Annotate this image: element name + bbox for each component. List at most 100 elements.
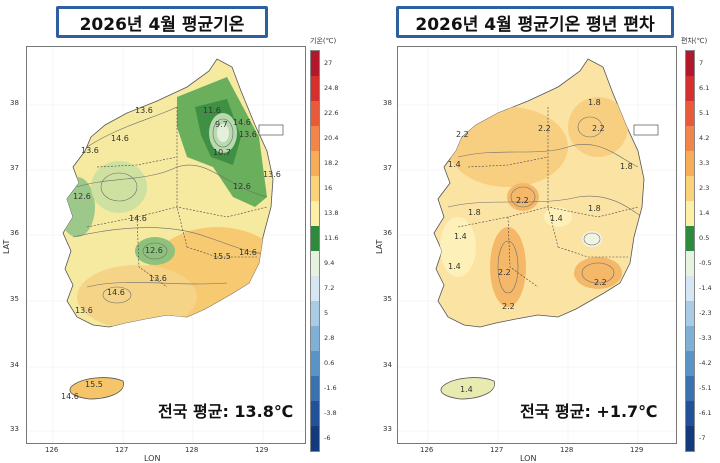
legend-label: 0.5 (699, 233, 710, 242)
right-y-tick: 33 (383, 425, 392, 433)
legend-color-step (686, 276, 694, 301)
right-contour-label: 1.8 (620, 162, 633, 171)
left-contour-label: 13.6 (239, 130, 257, 139)
legend-label: 7 (699, 58, 704, 67)
legend-label: 24.8 (324, 83, 339, 92)
right-contour-label: 1.8 (588, 204, 601, 213)
left-contour-label: 14.6 (233, 118, 251, 127)
legend-color-step (311, 426, 319, 451)
legend-label: 5.1 (699, 108, 710, 117)
right-contour-label: 2.2 (594, 278, 607, 287)
right-contour-label: 1.4 (448, 160, 461, 169)
right-anomaly-fill (440, 97, 628, 307)
legend-label: 27 (324, 58, 333, 67)
left-inset-box (258, 124, 284, 136)
legend-color-step (311, 301, 319, 326)
legend-color-step (311, 51, 319, 76)
left-contour-label: 14.6 (61, 392, 79, 401)
legend-color-step (686, 226, 694, 251)
legend-color-step (686, 176, 694, 201)
legend-color-step (311, 176, 319, 201)
legend-label: 16 (324, 183, 333, 192)
right-map-frame: 1.8 2.2 2.2 2.2 1.4 1.8 2.2 1.8 1.4 1.8 … (397, 46, 677, 444)
left-contour-label: 13.6 (263, 170, 281, 179)
right-contours (447, 116, 643, 294)
left-contour-label: 15.5 (213, 252, 231, 261)
right-contour-label: 1.4 (454, 232, 467, 241)
left-contour-label: 10.7 (213, 148, 231, 157)
legend-label: -7 (699, 433, 706, 442)
right-legend-title: 편차(℃) (681, 37, 708, 45)
legend-color-step (311, 126, 319, 151)
left-y-axis-title: LAT (2, 239, 11, 254)
legend-color-step (311, 251, 319, 276)
right-legend-bar (685, 50, 695, 452)
right-x-tick: 127 (490, 446, 504, 454)
left-map-frame: 13.6 14.6 13.6 11.6 9.7 14.6 10.7 13.6 1… (26, 46, 306, 444)
left-y-tick: 33 (10, 425, 19, 433)
left-y-tick: 38 (10, 99, 19, 107)
legend-color-step (686, 76, 694, 101)
right-contour-label: 1.8 (588, 98, 601, 107)
legend-label: -4.2 (699, 358, 712, 367)
left-x-tick: 126 (45, 446, 59, 454)
left-map: 13.6 14.6 13.6 11.6 9.7 14.6 10.7 13.6 1… (27, 47, 305, 443)
right-y-tick: 38 (383, 99, 392, 107)
legend-label: -2.3 (699, 308, 712, 317)
legend-color-step (311, 326, 319, 351)
right-contour-label: 2.2 (516, 196, 529, 205)
right-contour-label: 2.2 (592, 124, 605, 133)
right-map: 1.8 2.2 2.2 2.2 1.4 1.8 2.2 1.8 1.4 1.8 … (398, 47, 676, 443)
right-contour-label: 1.4 (460, 385, 473, 394)
legend-label: 2.8 (324, 333, 335, 342)
legend-color-step (311, 401, 319, 426)
right-contour-label: 2.2 (502, 302, 515, 311)
left-title: 2026년 4월 평균기온 (56, 6, 268, 38)
right-y-axis-title: LAT (375, 239, 384, 254)
right-legend: 편차(℃) 7 6.1 5.1 4.2 3.3 2.3 1.4 0.5 -0.5 -1.4 -2.3… (679, 36, 719, 456)
left-contour-label: 13.6 (81, 146, 99, 155)
left-y-tick: 34 (10, 361, 19, 369)
left-y-tick: 36 (10, 229, 19, 237)
legend-color-step (686, 151, 694, 176)
right-inset-box (633, 124, 659, 136)
left-contour-labels: 13.6 14.6 13.6 11.6 9.7 14.6 10.7 13.6 1… (61, 106, 281, 401)
left-legend: 기온(℃) 27 24.8 22.6 20.4 18.2 16 13.8 11.6 9.4 7.2… (306, 36, 356, 456)
legend-label: 7.2 (324, 283, 335, 292)
legend-label: 22.6 (324, 108, 339, 117)
legend-color-step (686, 426, 694, 451)
left-legend-title: 기온(℃) (310, 37, 337, 45)
legend-label: 1.4 (699, 208, 710, 217)
left-contour-label: 11.6 (203, 106, 221, 115)
legend-color-step (686, 301, 694, 326)
legend-label: 6.1 (699, 83, 710, 92)
right-y-tick: 34 (383, 361, 392, 369)
left-contour-label: 13.6 (135, 106, 153, 115)
left-contour-label: 12.6 (73, 192, 91, 201)
legend-color-step (311, 276, 319, 301)
legend-color-step (686, 126, 694, 151)
legend-color-step (686, 51, 694, 76)
left-jeju (69, 377, 124, 400)
legend-label: -1.4 (699, 283, 712, 292)
right-borders (457, 107, 639, 288)
legend-color-step (686, 351, 694, 376)
left-x-tick: 127 (115, 446, 129, 454)
right-jeju (440, 377, 495, 400)
legend-label: 0.6 (324, 358, 335, 367)
right-y-tick: 36 (383, 229, 392, 237)
legend-label: -3.8 (324, 408, 337, 417)
left-contour-label: 12.6 (145, 246, 163, 255)
legend-label: -5.1 (699, 383, 712, 392)
right-x-tick: 126 (420, 446, 434, 454)
right-x-axis-title: LON (520, 454, 537, 463)
left-contour-label: 14.6 (111, 134, 129, 143)
legend-color-step (686, 201, 694, 226)
left-y-tick: 37 (10, 164, 19, 172)
left-x-tick: 129 (255, 446, 269, 454)
left-borders (86, 107, 268, 288)
legend-label: 18.2 (324, 158, 339, 167)
right-x-tick: 128 (560, 446, 574, 454)
legend-label: 11.6 (324, 233, 339, 242)
legend-label: 5 (324, 308, 329, 317)
